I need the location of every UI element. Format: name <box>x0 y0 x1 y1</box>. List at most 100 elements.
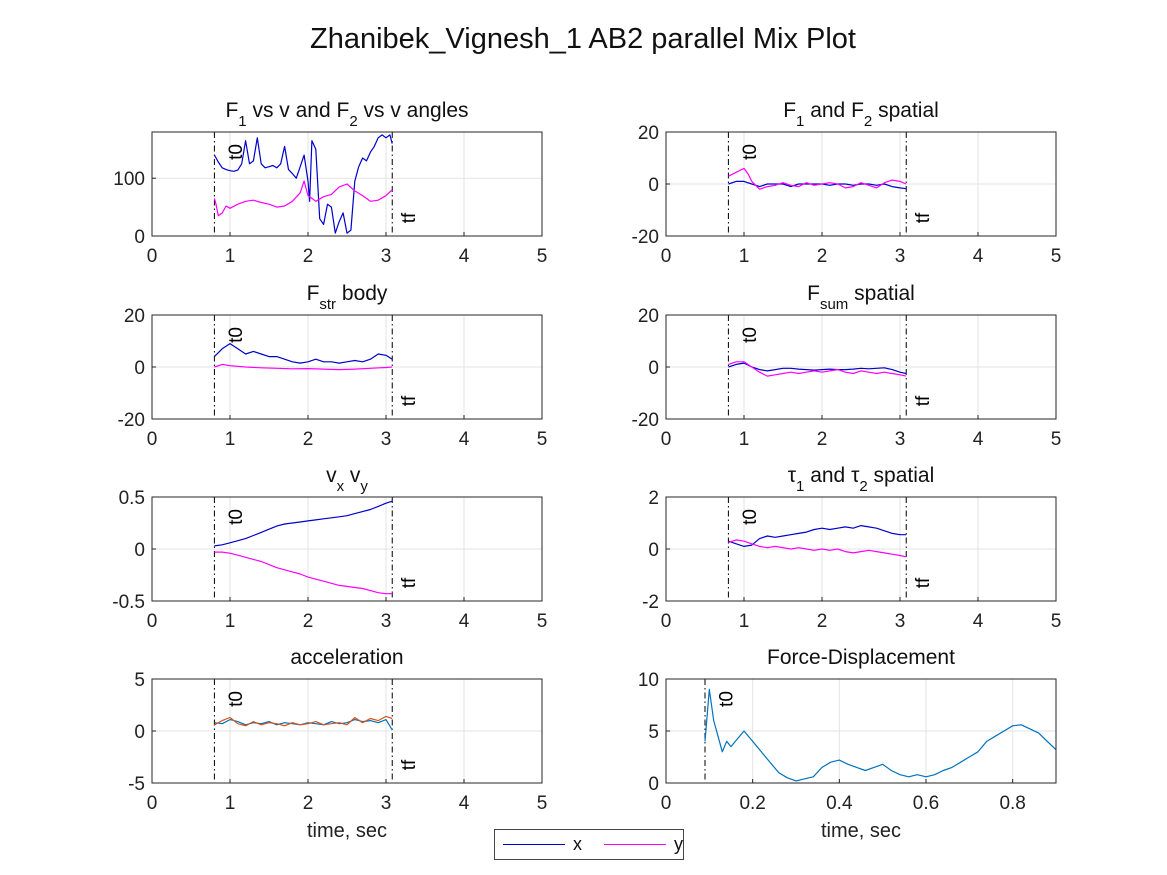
legend-item-x: x <box>503 834 582 855</box>
x-tick-label: 3 <box>895 246 906 267</box>
axes-angles: 0 1 2 3 4 5 0 100 t0 tf F1 vs v and F2 vs v angles <box>113 99 547 267</box>
series-line-x <box>213 134 393 234</box>
x-tick-label: 0.4 <box>826 793 853 814</box>
series-line-accel_y <box>214 715 393 727</box>
axes-title: τ1 and τ2 spatial <box>788 464 935 495</box>
x-tick-label: 5 <box>1051 611 1062 632</box>
x-tick-label: 3 <box>381 246 392 267</box>
legend-label-x: x <box>573 834 582 854</box>
x-tick-label: 1 <box>225 611 236 632</box>
x-axis-label: time, sec <box>821 820 901 842</box>
x-tick-label: 1 <box>739 611 750 632</box>
series-line-y <box>728 167 907 190</box>
x-tick-label: 4 <box>973 246 984 267</box>
legend[interactable]: x y <box>494 829 684 860</box>
legend-item-y: y <box>604 834 683 855</box>
marker-t0-label: t0 <box>740 327 761 343</box>
y-tick-label: 20 <box>638 123 659 144</box>
figure-title: Zhanibek_Vignesh_1 AB2 parallel Mix Plot <box>310 23 856 55</box>
axes-frame <box>151 314 543 420</box>
x-tick-label: 0 <box>147 246 158 267</box>
x-tick-label: 2 <box>303 611 314 632</box>
x-tick-label: 4 <box>973 611 984 632</box>
x-tick-label: 2 <box>303 246 314 267</box>
marker-tf-label: tf <box>399 212 420 223</box>
x-tick-label: 0 <box>147 429 158 450</box>
y-tick-label: 5 <box>134 670 145 691</box>
x-tick-label: 2 <box>817 611 828 632</box>
marker-t0-label: t0 <box>717 691 738 707</box>
axes-frame <box>665 314 1057 420</box>
axes-frame <box>665 678 1057 784</box>
x-tick-label: 3 <box>895 611 906 632</box>
x-tick-label: 0 <box>147 611 158 632</box>
axes-title: acceleration <box>290 646 403 669</box>
legend-line-x <box>503 844 565 845</box>
y-tick-label: 0 <box>648 540 659 561</box>
marker-tf-label: tf <box>913 212 934 223</box>
series-line-y <box>214 363 393 371</box>
marker-t0-label: t0 <box>740 144 761 160</box>
y-tick-label: 0 <box>648 358 659 379</box>
series-line-x <box>214 500 393 547</box>
y-tick-label: 5 <box>648 722 659 743</box>
y-tick-label: 20 <box>638 306 659 327</box>
marker-tf-label: tf <box>399 395 420 406</box>
x-tick-label: 5 <box>1051 246 1062 267</box>
y-tick-label: 0.5 <box>119 488 145 509</box>
y-tick-label: -2 <box>642 592 659 613</box>
x-tick-label: 4 <box>459 611 470 632</box>
marker-t0-label: t0 <box>740 509 761 525</box>
series-line-x <box>728 362 907 375</box>
x-tick-label: 5 <box>537 611 548 632</box>
series-line-y <box>214 551 393 595</box>
series-line-x <box>213 343 393 364</box>
y-tick-label: 100 <box>113 169 145 190</box>
x-tick-label: 5 <box>537 429 548 450</box>
axes-frame <box>151 131 543 237</box>
y-tick-label: 0 <box>134 722 145 743</box>
marker-tf-label: tf <box>913 577 934 588</box>
axes-title: F1 vs v and F2 vs v angles <box>225 99 468 130</box>
y-tick-label: -20 <box>632 227 659 248</box>
axes-title: vx vy <box>326 464 368 495</box>
x-tick-label: 0 <box>147 793 158 814</box>
x-tick-label: 4 <box>459 793 470 814</box>
y-tick-label: 2 <box>648 488 659 509</box>
y-tick-label: 0 <box>648 175 659 196</box>
axes-title: F1 and F2 spatial <box>783 99 939 130</box>
x-tick-label: 5 <box>1051 429 1062 450</box>
x-tick-label: 0 <box>661 793 672 814</box>
marker-t0-label: t0 <box>226 327 247 343</box>
series-line-y <box>213 180 393 217</box>
y-tick-label: 0 <box>134 540 145 561</box>
axes-frame <box>151 496 543 602</box>
x-axis-label: time, sec <box>307 820 387 842</box>
marker-tf-label: tf <box>399 577 420 588</box>
x-tick-label: 1 <box>739 246 750 267</box>
x-tick-label: 2 <box>303 793 314 814</box>
x-tick-label: 0 <box>661 611 672 632</box>
legend-label-y: y <box>674 834 683 854</box>
x-tick-label: 3 <box>381 429 392 450</box>
axes-title: Fstr body <box>307 282 388 313</box>
x-tick-label: 4 <box>459 429 470 450</box>
y-tick-label: -20 <box>118 410 145 431</box>
x-tick-label: 3 <box>895 429 906 450</box>
x-tick-label: 2 <box>303 429 314 450</box>
x-tick-label: 0.2 <box>739 793 765 814</box>
x-tick-label: 1 <box>739 429 750 450</box>
y-tick-label: -5 <box>128 774 145 795</box>
x-tick-label: 0.6 <box>913 793 939 814</box>
marker-tf-label: tf <box>399 759 420 770</box>
y-tick-label: 0 <box>134 358 145 379</box>
x-tick-label: 5 <box>537 246 548 267</box>
series-line-x <box>728 524 907 548</box>
y-tick-label: 10 <box>638 670 659 691</box>
legend-line-y <box>604 844 666 845</box>
